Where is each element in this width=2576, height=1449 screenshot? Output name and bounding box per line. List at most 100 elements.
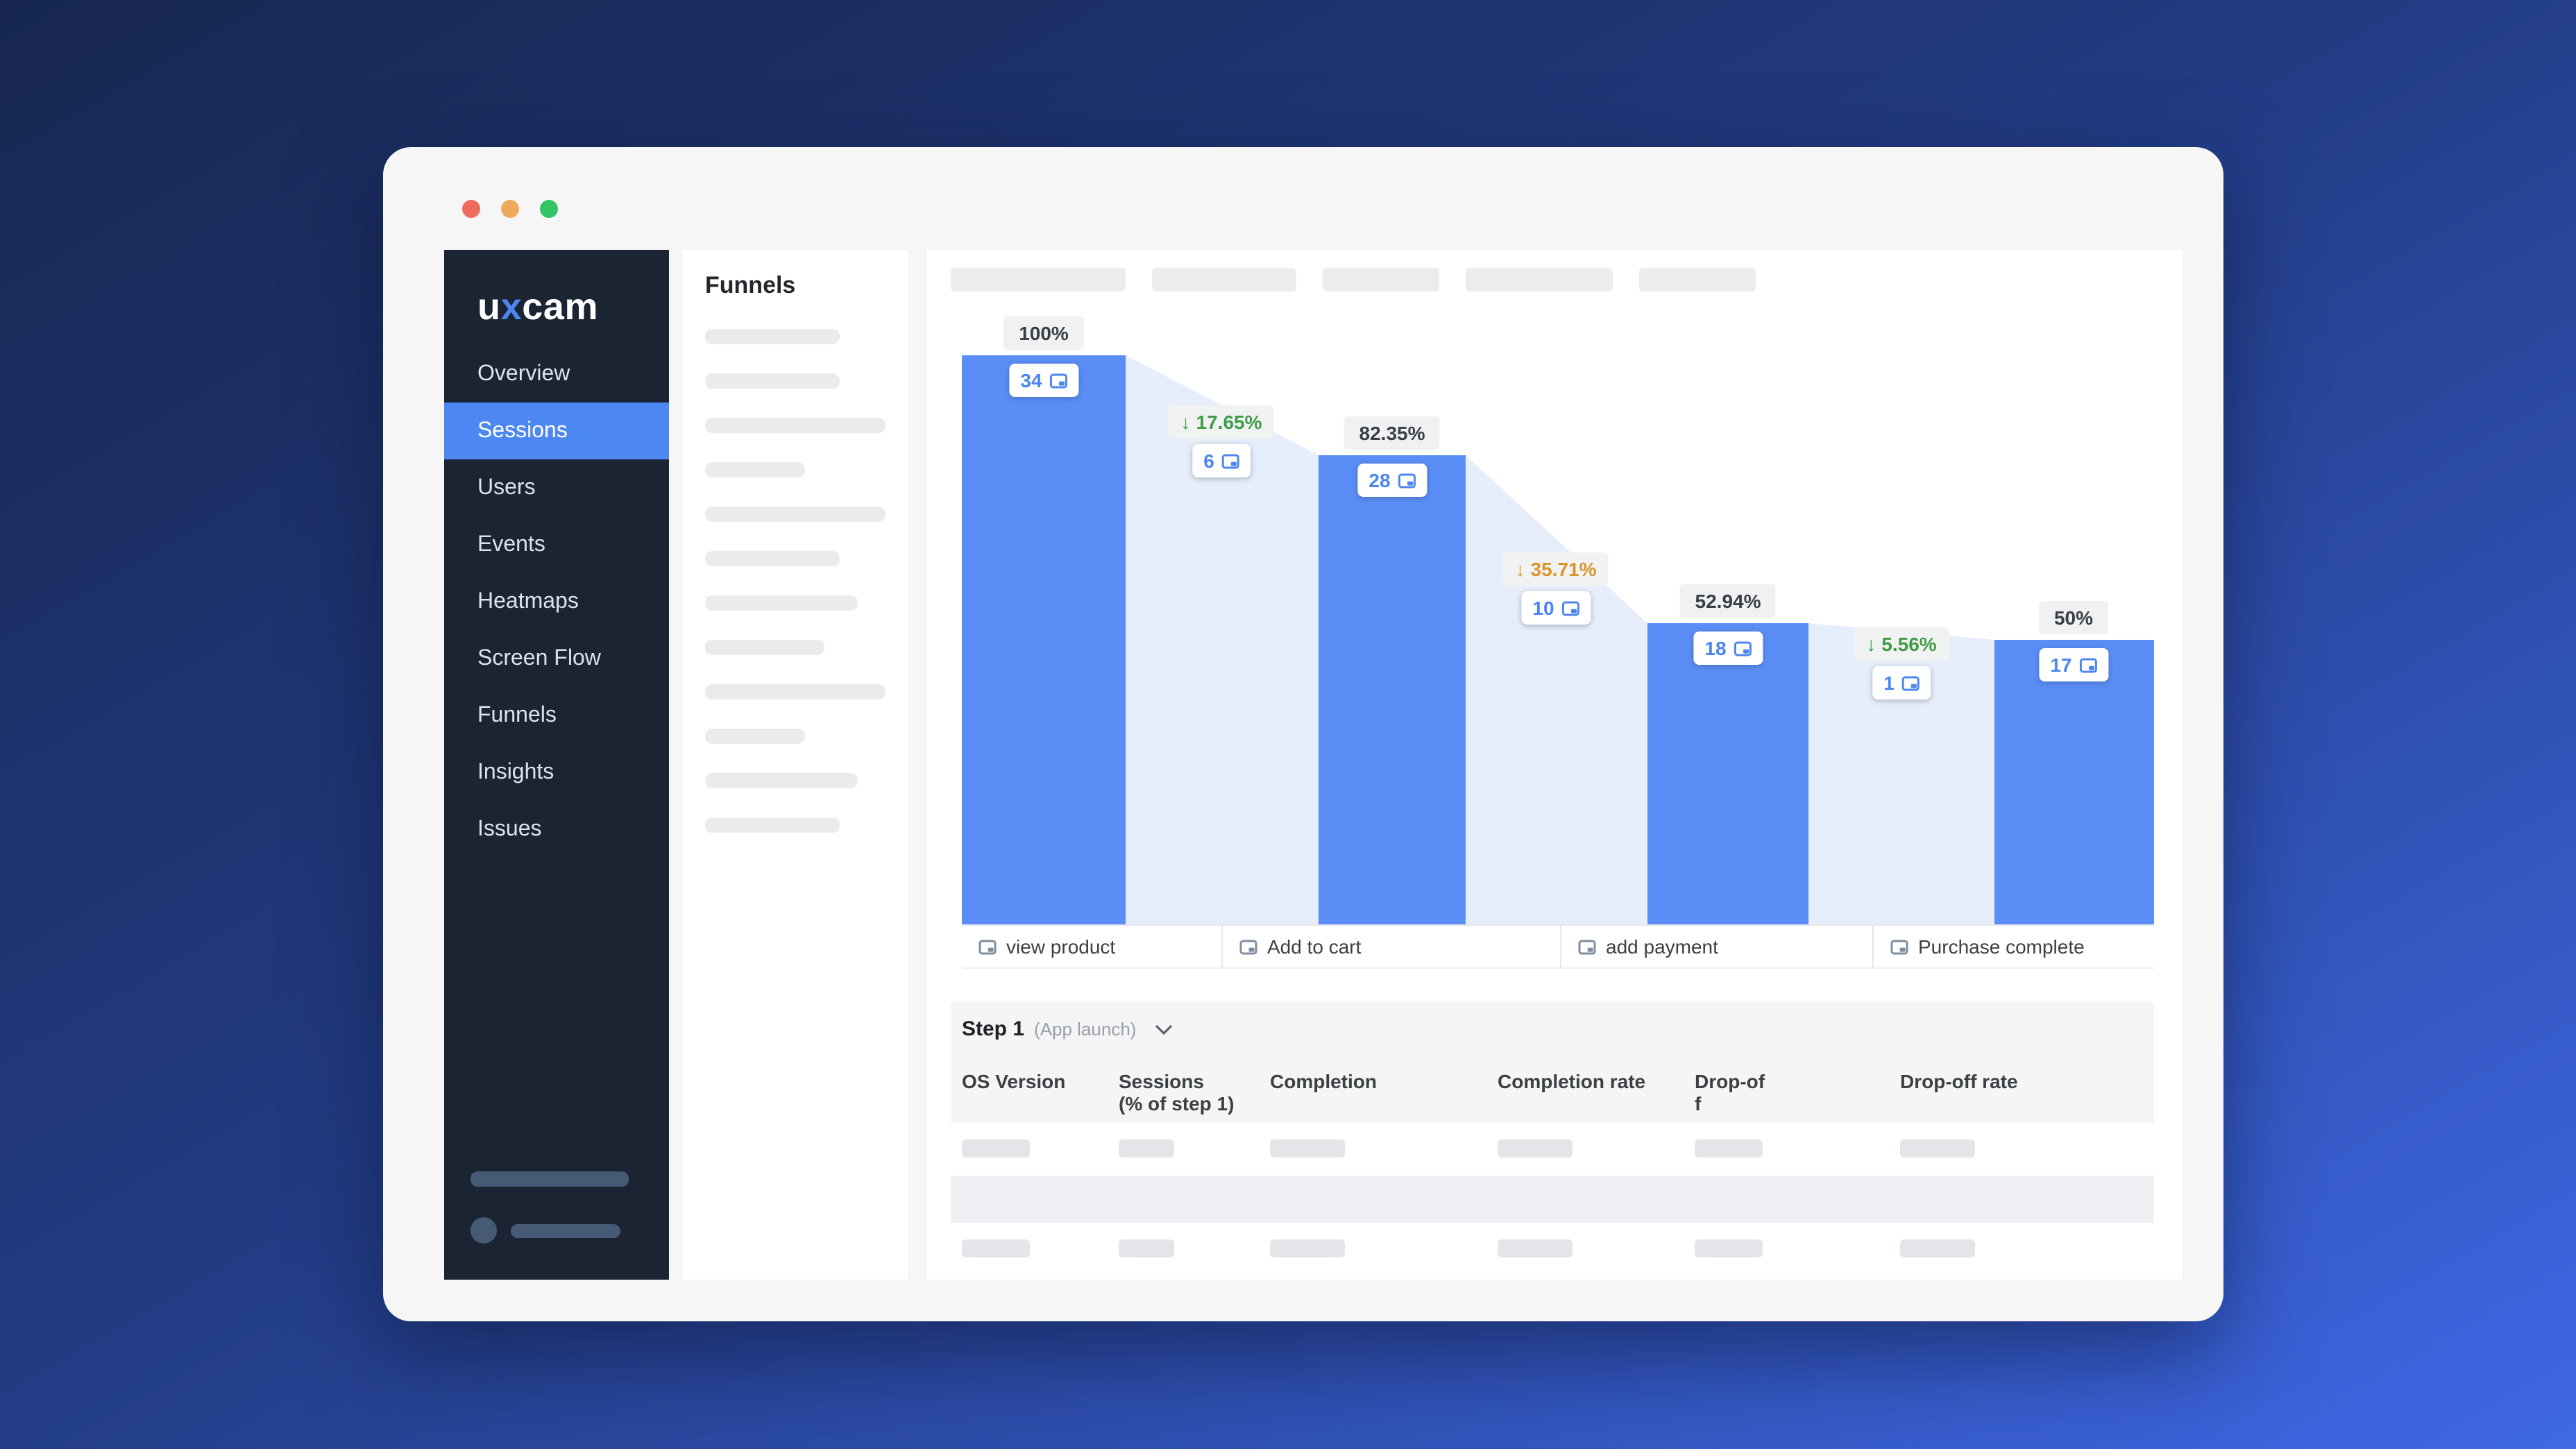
column-header-completion: Completion [1270,1070,1377,1092]
sidebar-nav: Overview Sessions Users Events Heatmaps … [444,346,669,858]
list-skeleton-line [705,462,805,477]
column-header-completion-rate: Completion rate [1498,1070,1646,1092]
step-selector[interactable]: Step 1 (App launch) [962,1017,1172,1041]
uxcam-logo: uxcam [477,286,669,329]
step-label-text: Purchase complete [1918,935,2085,958]
toolbar-skeleton-item [1466,268,1613,291]
funnel-bar-add-to-cart[interactable] [1319,455,1466,924]
sidebar-item-insights[interactable]: Insights [477,761,554,784]
skeleton-cell [962,1239,1030,1257]
list-skeleton-line [705,551,840,566]
step-percent-badge-2: 82.35% [1344,416,1441,450]
funnel-step-labels: view product Add to cart add payment Pur… [962,924,2154,969]
sessions-count: 34 [1020,369,1042,391]
drop-percent: 35.71% [1530,558,1597,580]
screen-icon [1239,938,1257,956]
list-skeleton-line [705,329,840,344]
step-label-add-payment: add payment [1560,926,1872,967]
down-arrow-icon: ↓ [1515,558,1525,580]
step-sessions-badge-1[interactable]: 34 [1009,364,1078,397]
drop-region-2 [1466,455,1647,924]
list-skeleton-line [705,418,886,433]
skeleton-cell [1270,1139,1345,1158]
funnel-chart: 100% 82.35% 52.94% 50% 34 28 18 [962,316,2154,924]
screen-icon [978,938,997,956]
step-label-text: add payment [1606,935,1718,958]
list-skeleton-line [705,373,840,389]
close-icon[interactable] [462,200,480,218]
list-skeleton-line [705,817,840,833]
sidebar-item-sessions[interactable]: Sessions [444,402,669,459]
drop-sessions-badge-3[interactable]: 1 [1872,666,1931,700]
list-skeleton-line [705,773,858,788]
main-content: 100% 82.35% 52.94% 50% 34 28 18 [927,250,2182,1280]
table-row-skeleton-band [951,1176,2154,1223]
column-header-sessions: Sessions (% of step 1) [1119,1070,1235,1115]
step-label-add-to-cart: Add to cart [1221,926,1560,967]
step-details-table: Step 1 (App launch) OS Version Sessions … [951,1001,2154,1276]
screen-icon [1890,938,1908,956]
logo-x-mark: x [500,286,523,328]
drop-percent-badge-1: ↓ 17.65% [1168,405,1275,439]
toolbar-skeleton-item [1323,268,1439,291]
sidebar-item-users[interactable]: Users [477,476,536,500]
funnel-bar-view-product[interactable] [962,355,1126,924]
sessions-count: 18 [1704,637,1727,659]
list-skeleton-line [705,729,805,744]
maximize-icon[interactable] [540,200,558,218]
session-screen-icon [1398,471,1416,489]
drop-percent-badge-2: ↓ 35.71% [1502,552,1609,586]
step-sessions-badge-2[interactable]: 28 [1357,464,1427,497]
down-arrow-icon: ↓ [1866,633,1876,655]
chevron-down-icon[interactable] [1154,1024,1172,1035]
step-percent-badge-4: 50% [2038,601,2109,634]
skeleton-cell [1695,1239,1763,1257]
column-header-drop-off-rate: Drop-off rate [1900,1070,2018,1092]
column-header-os-version: OS Version [962,1070,1066,1092]
sidebar-user-row [471,1217,669,1244]
table-row [951,1223,2154,1276]
sidebar-item-funnels[interactable]: Funnels [477,704,557,727]
sessions-count: 10 [1532,597,1554,619]
session-screen-icon [1221,452,1239,470]
minimize-icon[interactable] [501,200,519,218]
details-header-section: Step 1 (App launch) OS Version Sessions … [951,1001,2154,1123]
sidebar: uxcam Overview Sessions Users Events Hea… [444,250,669,1280]
step-subtitle: (App launch) [1034,1019,1137,1040]
username-skeleton [511,1223,620,1237]
drop-sessions-badge-2[interactable]: 10 [1521,591,1591,625]
step-sessions-badge-4[interactable]: 17 [2039,648,2108,681]
step-percent-badge-1: 100% [1003,316,1084,350]
drop-percent: 17.65% [1196,411,1262,433]
sessions-count: 28 [1368,469,1391,491]
sidebar-item-overview[interactable]: Overview [477,362,570,386]
column-header-drop-off: Drop-of f [1695,1070,1765,1115]
panel-title: Funnels [705,272,796,298]
funnel-bar-add-payment[interactable] [1647,623,1808,924]
sessions-count: 17 [2050,654,2072,676]
funnel-bar-purchase-complete[interactable] [1994,640,2154,924]
list-skeleton-line [705,507,886,522]
sidebar-item-events[interactable]: Events [477,533,545,557]
skeleton-cell [1119,1239,1174,1257]
sidebar-item-screen-flow[interactable]: Screen Flow [477,647,601,670]
sidebar-item-heatmaps[interactable]: Heatmaps [477,590,579,613]
avatar [471,1217,497,1244]
skeleton-cell [1270,1239,1345,1257]
session-screen-icon [1734,639,1752,657]
step-label-view-product: view product [962,926,1221,967]
skeleton-cell [1900,1139,1975,1158]
down-arrow-icon: ↓ [1180,411,1191,433]
step-sessions-badge-3[interactable]: 18 [1693,632,1763,665]
session-screen-icon [1049,371,1067,389]
window-content: uxcam Overview Sessions Users Events Hea… [444,250,2182,1280]
drop-sessions-badge-1[interactable]: 6 [1192,444,1251,477]
step-label-text: Add to cart [1267,935,1362,958]
sidebar-item-issues[interactable]: Issues [477,817,542,841]
skeleton-cell [1498,1139,1573,1158]
step-label-purchase-complete: Purchase complete [1872,926,2154,967]
session-screen-icon [1901,674,1920,692]
session-screen-icon [2079,656,2097,674]
drop-percent: 5.56% [1881,633,1937,655]
